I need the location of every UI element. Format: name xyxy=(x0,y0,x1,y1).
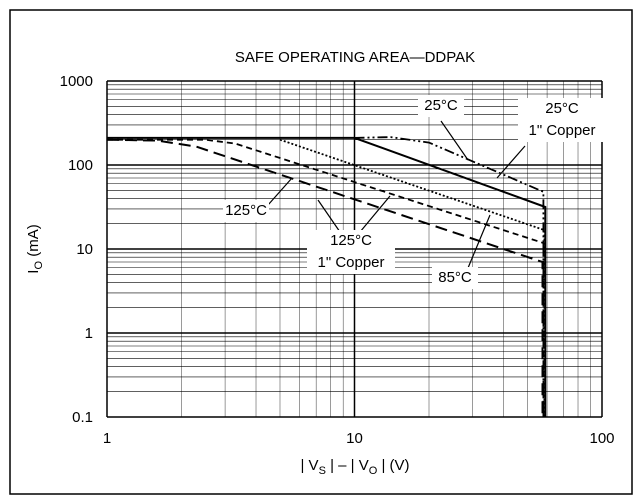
x-axis-label: | VS | – | VO | (V) xyxy=(300,457,409,477)
annotation: 1" Copper xyxy=(317,254,384,271)
y-axis-label: IO (mA) xyxy=(25,224,45,273)
series-line xyxy=(354,136,545,417)
y-tick-label: 1000 xyxy=(60,73,93,90)
series-line xyxy=(279,138,546,417)
label-box xyxy=(518,98,606,142)
annotation: 1" Copper xyxy=(528,122,595,139)
annotation: 25°C xyxy=(424,97,458,114)
annotation: 125°C xyxy=(330,232,372,249)
annotation: 85°C xyxy=(438,269,472,286)
annotation: 25°C xyxy=(545,100,579,117)
x-tick-label: 1 xyxy=(103,430,111,447)
x-tick-label: 10 xyxy=(346,430,363,447)
x-tick-label: 100 xyxy=(589,430,614,447)
label-box xyxy=(223,200,269,222)
label-box xyxy=(418,95,464,117)
y-tick-label: 10 xyxy=(76,241,93,258)
chart-title: SAFE OPERATING AREA—DDPAK xyxy=(235,49,475,66)
arrows xyxy=(267,120,526,269)
y-tick-label: 100 xyxy=(68,157,93,174)
y-tick-label: 1 xyxy=(85,325,93,342)
annotation: 125°C xyxy=(225,202,267,219)
series-line xyxy=(106,138,544,417)
label-box xyxy=(432,267,478,289)
y-tick-label: 0.1 xyxy=(72,409,93,426)
label-box xyxy=(307,230,395,274)
